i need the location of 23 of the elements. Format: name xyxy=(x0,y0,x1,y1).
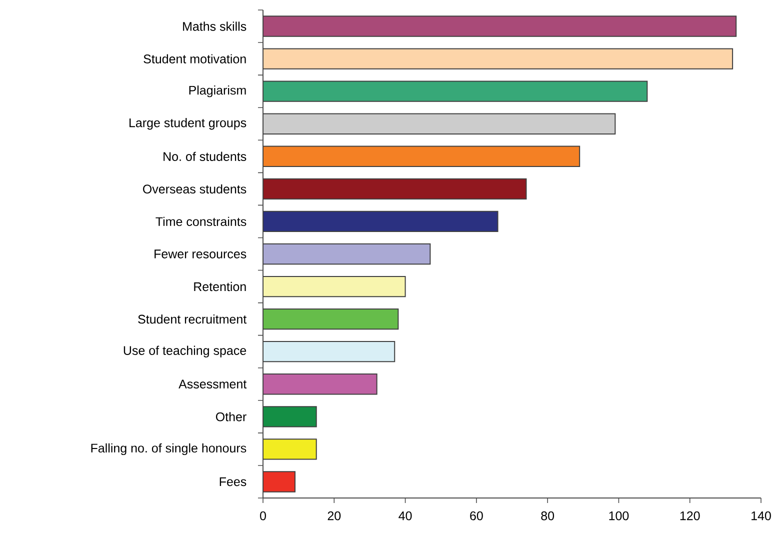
x-tick-label: 80 xyxy=(541,511,554,520)
y-tick-label: Overseas students xyxy=(143,184,246,194)
y-tick-label: Large student groups xyxy=(130,118,246,130)
y-tick-label: Falling no. of single honours xyxy=(91,443,246,456)
y-tick-label: Fees xyxy=(220,477,246,486)
y-tick-label: Assessment xyxy=(178,380,247,388)
y-tick-label: Retention xyxy=(194,282,246,292)
x-tick-label: 20 xyxy=(328,511,341,520)
y-tick-label: Maths skills xyxy=(183,22,246,31)
y-tick-label: Time constraints xyxy=(156,216,246,226)
y-tick-label: Plagiarism xyxy=(189,85,246,98)
y-tick-label: Use of teaching space xyxy=(124,346,246,358)
x-tick-label: 40 xyxy=(398,511,412,520)
y-tick-label: Student recruitment xyxy=(138,314,247,324)
x-tick-label: 140 xyxy=(752,511,771,520)
x-tick-label: 60 xyxy=(470,511,483,520)
x-tick-label: 100 xyxy=(609,511,629,520)
x-tick-label: 0 xyxy=(260,511,266,520)
y-tick-label: No. of students xyxy=(164,152,246,161)
y-tick-label: Fewer resources xyxy=(154,250,246,258)
y-tick-label: Other xyxy=(216,412,246,422)
x-tick-label: 120 xyxy=(680,511,700,520)
y-tick-label: Student motivation xyxy=(144,54,246,64)
